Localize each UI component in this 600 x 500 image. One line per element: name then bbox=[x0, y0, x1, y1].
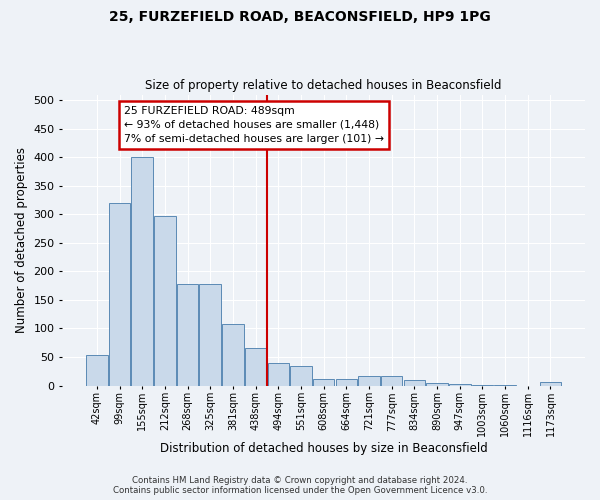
Bar bbox=[381, 376, 403, 386]
Bar bbox=[222, 324, 244, 386]
Bar bbox=[472, 385, 493, 386]
Bar bbox=[404, 380, 425, 386]
Bar bbox=[109, 203, 130, 386]
Text: 25, FURZEFIELD ROAD, BEACONSFIELD, HP9 1PG: 25, FURZEFIELD ROAD, BEACONSFIELD, HP9 1… bbox=[109, 10, 491, 24]
Bar bbox=[426, 382, 448, 386]
Bar bbox=[335, 379, 357, 386]
Y-axis label: Number of detached properties: Number of detached properties bbox=[15, 147, 28, 333]
Bar bbox=[313, 379, 334, 386]
Bar bbox=[539, 382, 561, 386]
X-axis label: Distribution of detached houses by size in Beaconsfield: Distribution of detached houses by size … bbox=[160, 442, 488, 455]
Bar bbox=[245, 348, 266, 386]
Bar bbox=[268, 362, 289, 386]
Bar bbox=[199, 284, 221, 386]
Bar bbox=[154, 216, 176, 386]
Bar bbox=[449, 384, 470, 386]
Bar bbox=[177, 284, 199, 386]
Text: Contains HM Land Registry data © Crown copyright and database right 2024.
Contai: Contains HM Land Registry data © Crown c… bbox=[113, 476, 487, 495]
Title: Size of property relative to detached houses in Beaconsfield: Size of property relative to detached ho… bbox=[145, 79, 502, 92]
Bar bbox=[290, 366, 312, 386]
Bar bbox=[131, 158, 153, 386]
Bar bbox=[358, 376, 380, 386]
Bar bbox=[86, 354, 107, 386]
Bar bbox=[494, 385, 516, 386]
Text: 25 FURZEFIELD ROAD: 489sqm
← 93% of detached houses are smaller (1,448)
7% of se: 25 FURZEFIELD ROAD: 489sqm ← 93% of deta… bbox=[124, 106, 384, 144]
